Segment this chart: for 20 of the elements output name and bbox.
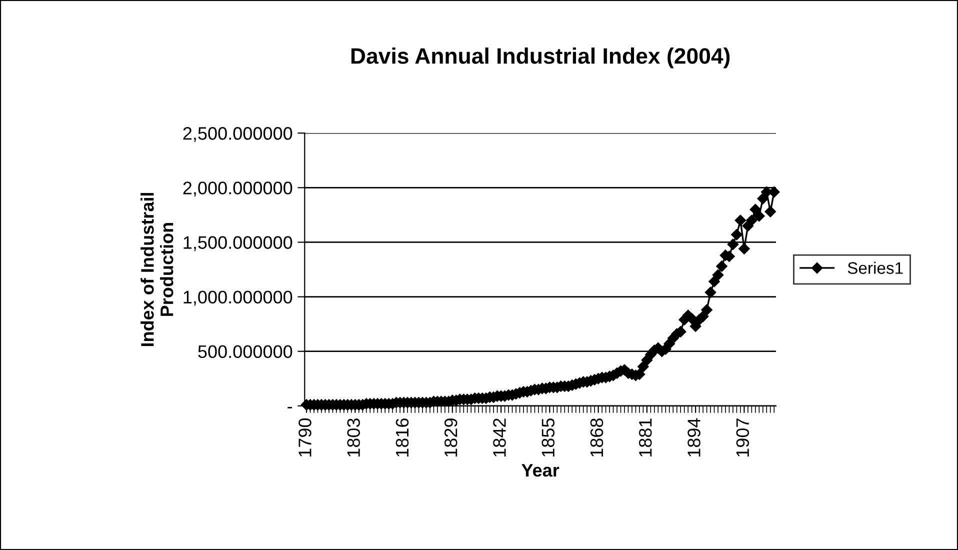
x-tick-label: 1881: [638, 418, 652, 456]
y-tick-label: 1,500.000000: [184, 236, 292, 252]
y-tick-label: 2,000.000000: [183, 182, 292, 197]
x-tick-label: 1816: [396, 418, 409, 456]
x-tick-label: 1829: [444, 418, 458, 456]
y-tick-label: -: [288, 406, 292, 408]
x-tick-label: 1842: [493, 418, 506, 456]
x-tick-label: 1894: [688, 418, 700, 456]
x-axis-title: Year: [522, 464, 560, 477]
x-tick-label: 1855: [542, 418, 555, 456]
y-axis-title: Index of Industrail Production: [140, 193, 174, 346]
y-tick-label: 2,500.000000: [183, 127, 292, 142]
x-tick-label: 1790: [298, 418, 312, 456]
x-tick-label: 1868: [590, 418, 604, 456]
y-tick-label: 1,000.000000: [184, 290, 292, 306]
legend-label: Series1: [848, 262, 903, 274]
chart-title: Davis Annual Industrial Index (2004): [351, 48, 730, 68]
x-tick-label: 1907: [736, 418, 750, 456]
y-tick-label: 500.000000: [198, 345, 292, 358]
x-tick-label: 1803: [347, 418, 360, 456]
